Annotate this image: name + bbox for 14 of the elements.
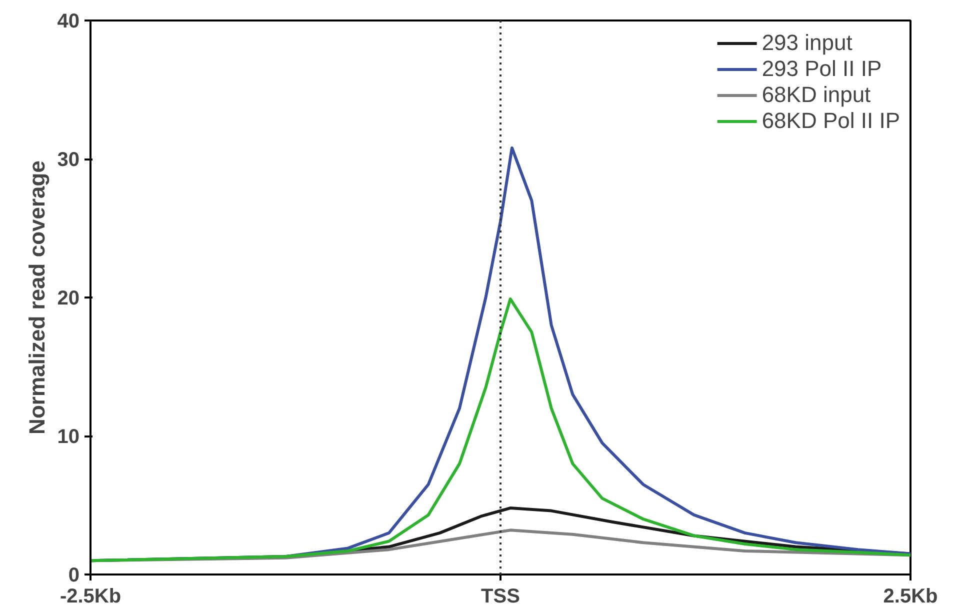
- x-tick-label: -2.5Kb: [60, 586, 122, 608]
- y-tick-label: 40: [57, 10, 80, 32]
- x-tick-label: 2.5Kb: [883, 586, 938, 608]
- y-tick-label: 30: [57, 149, 80, 171]
- y-tick-label: 10: [57, 426, 80, 448]
- y-tick-label: 0: [68, 564, 80, 586]
- x-tick-label: TSS: [481, 586, 520, 608]
- y-axis-title: Normalized read coverage: [24, 160, 50, 434]
- line-series: [90, 297, 910, 562]
- legend-label: 68KD input: [762, 82, 871, 108]
- legend-label: 68KD Pol II IP: [762, 108, 900, 134]
- legend-label: 293 Pol II IP: [762, 56, 882, 82]
- legend-label: 293 input: [762, 30, 852, 56]
- y-tick-label: 20: [57, 288, 80, 310]
